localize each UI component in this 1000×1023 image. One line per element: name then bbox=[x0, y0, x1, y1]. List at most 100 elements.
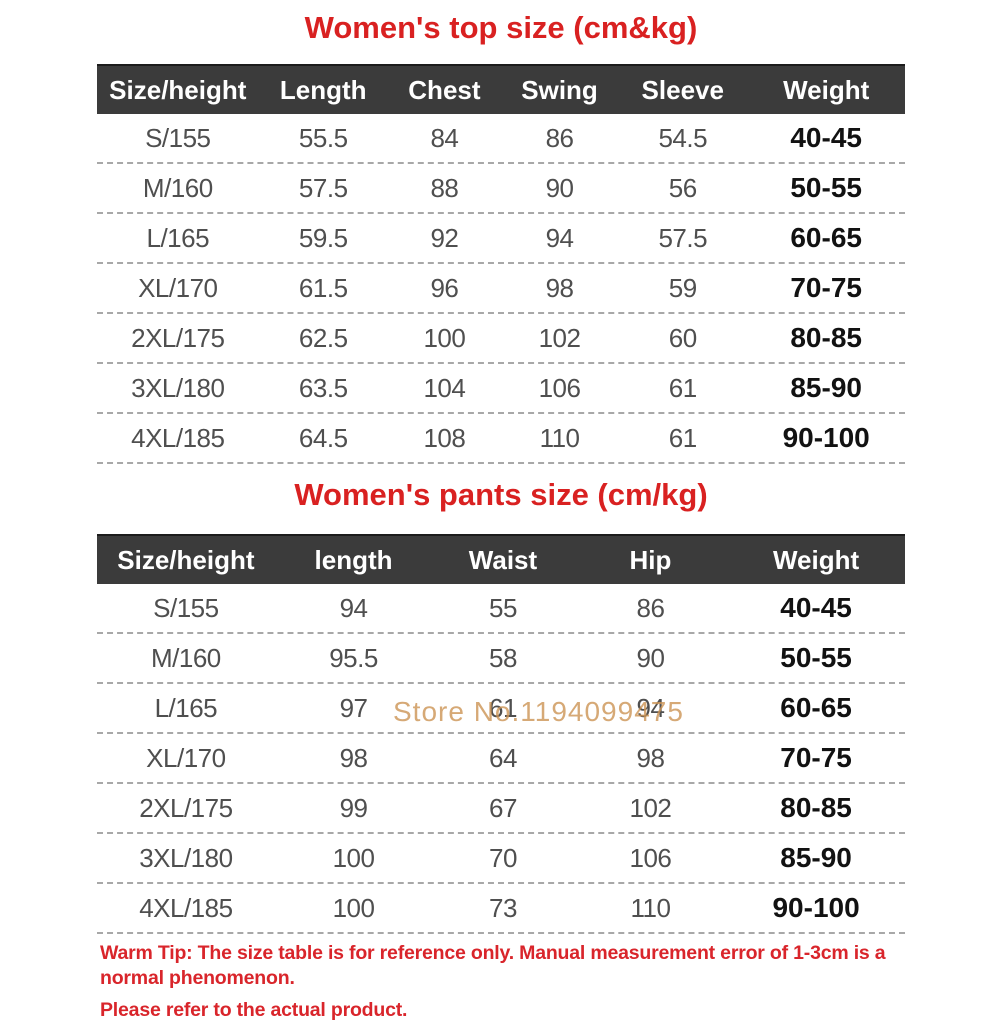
table-cell: 63.5 bbox=[298, 372, 348, 403]
table-cell: 85-90 bbox=[790, 372, 862, 403]
column-header: Weight bbox=[783, 74, 870, 105]
table-cell: 3XL/180 bbox=[131, 372, 225, 403]
table-cell: M/160 bbox=[142, 172, 213, 203]
table-cell: 100 bbox=[423, 322, 466, 353]
table-cell: 2XL/175 bbox=[139, 792, 233, 823]
table-cell: 96 bbox=[430, 272, 459, 303]
table-cell: S/155 bbox=[153, 592, 219, 623]
table-cell: 57.5 bbox=[298, 172, 348, 203]
table-row: 3XL/180 100 70 106 85-90 bbox=[97, 834, 905, 884]
column-header: Sleeve bbox=[641, 74, 724, 105]
table-row: XL/170 98 64 98 70-75 bbox=[97, 734, 905, 784]
table-cell: L/165 bbox=[154, 692, 218, 723]
column-header: Swing bbox=[521, 74, 598, 105]
table-row: S/155 55.5 84 86 54.5 40-45 bbox=[97, 114, 905, 164]
table-cell: 73 bbox=[489, 892, 517, 923]
warning-line-1: Warm Tip: The size table is for referenc… bbox=[100, 942, 886, 989]
table-cell: XL/170 bbox=[138, 272, 218, 303]
table-header-row: Size/height length Waist Hip Weight bbox=[97, 534, 905, 584]
table-cell: 50-55 bbox=[790, 172, 862, 203]
table-cell: 67 bbox=[489, 792, 517, 823]
table-row: L/165 97 61 94 60-65 bbox=[97, 684, 905, 734]
table-cell: 110 bbox=[630, 892, 671, 923]
size-chart-sheet: Women's top size (cm&kg) Size/height Leng… bbox=[97, 10, 905, 1023]
table-row: XL/170 61.5 96 98 59 70-75 bbox=[97, 264, 905, 314]
table-cell: 70-75 bbox=[790, 272, 862, 303]
table-cell: 90-100 bbox=[772, 892, 860, 923]
table-cell: 86 bbox=[545, 122, 574, 153]
table-row: 4XL/185 64.5 108 110 61 90-100 bbox=[97, 414, 905, 464]
table-row: 3XL/180 63.5 104 106 61 85-90 bbox=[97, 364, 905, 414]
table-cell: 50-55 bbox=[780, 642, 852, 673]
column-header: length bbox=[314, 544, 393, 575]
table-cell: 61 bbox=[668, 372, 697, 403]
table-cell: 100 bbox=[332, 892, 375, 923]
table-cell: M/160 bbox=[150, 642, 221, 673]
table-cell: 99 bbox=[339, 792, 368, 823]
table-cell: 59.5 bbox=[298, 222, 348, 253]
table-cell: 64.5 bbox=[298, 422, 348, 453]
table-cell: 64 bbox=[489, 742, 517, 773]
top-size-table-title: Women's top size (cm&kg) bbox=[304, 10, 698, 45]
column-header: Size/height bbox=[109, 74, 247, 105]
table-cell: 104 bbox=[423, 372, 466, 403]
table-cell: 102 bbox=[538, 322, 581, 353]
table-cell: S/155 bbox=[145, 122, 211, 153]
table-cell: 102 bbox=[629, 792, 672, 823]
table-header-row: Size/height Length Chest Swing Sleeve Weight bbox=[97, 64, 905, 114]
table-row: L/165 59.5 92 94 57.5 60-65 bbox=[97, 214, 905, 264]
table-cell: 60-65 bbox=[790, 222, 862, 253]
column-header: Weight bbox=[772, 544, 860, 575]
table-cell: 85-90 bbox=[780, 842, 852, 873]
table-cell: 97 bbox=[339, 692, 368, 723]
table-cell: 2XL/175 bbox=[131, 322, 225, 353]
table-cell: 57.5 bbox=[658, 222, 708, 253]
table-cell: 80-85 bbox=[790, 322, 862, 353]
table-row: M/160 95.5 58 90 50-55 bbox=[97, 634, 905, 684]
column-header: Length bbox=[279, 74, 367, 105]
table-cell: 70-75 bbox=[780, 742, 852, 773]
table-cell: 40-45 bbox=[780, 592, 852, 623]
table-cell: 3XL/180 bbox=[139, 842, 233, 873]
pants-size-table-title: Women's pants size (cm/kg) bbox=[294, 477, 708, 512]
table-cell: 61 bbox=[489, 692, 517, 723]
table-cell: 40-45 bbox=[790, 122, 862, 153]
table-cell: 84 bbox=[430, 122, 459, 153]
table-cell: 95.5 bbox=[329, 642, 378, 673]
table-cell: 60 bbox=[668, 322, 697, 353]
table-cell: 4XL/185 bbox=[139, 892, 233, 923]
table-cell: L/165 bbox=[146, 222, 210, 253]
table-cell: 94 bbox=[636, 692, 665, 723]
table-cell: 54.5 bbox=[658, 122, 708, 153]
table-cell: 70 bbox=[489, 842, 517, 873]
table-cell: 110 bbox=[539, 422, 580, 453]
table-row: S/155 94 55 86 40-45 bbox=[97, 584, 905, 634]
table-cell: 88 bbox=[430, 172, 459, 203]
table-cell: 60-65 bbox=[780, 692, 852, 723]
table-cell: 86 bbox=[636, 592, 665, 623]
column-header: Hip bbox=[629, 544, 672, 575]
table-cell: 58 bbox=[489, 642, 517, 673]
table-cell: 108 bbox=[423, 422, 466, 453]
table-cell: 106 bbox=[629, 842, 672, 873]
table-cell: 98 bbox=[339, 742, 368, 773]
table-cell: 59 bbox=[668, 272, 697, 303]
column-header: Chest bbox=[408, 74, 481, 105]
table-cell: 90 bbox=[636, 642, 665, 673]
table-row: 2XL/175 62.5 100 102 60 80-85 bbox=[97, 314, 905, 364]
table-cell: 55.5 bbox=[298, 122, 348, 153]
table-cell: 94 bbox=[339, 592, 368, 623]
table-cell: 98 bbox=[545, 272, 574, 303]
table-cell: XL/170 bbox=[146, 742, 226, 773]
column-header: Waist bbox=[468, 544, 538, 575]
table-cell: 80-85 bbox=[780, 792, 852, 823]
pants-size-table: Size/height length Waist Hip Weight S/155 94 55… bbox=[97, 534, 905, 934]
column-header: Size/height bbox=[117, 544, 255, 575]
table-cell: 92 bbox=[430, 222, 459, 253]
table-cell: 61.5 bbox=[298, 272, 348, 303]
table-cell: 90-100 bbox=[782, 422, 870, 453]
table-cell: 62.5 bbox=[298, 322, 348, 353]
table-cell: 90 bbox=[545, 172, 574, 203]
table-cell: 4XL/185 bbox=[131, 422, 225, 453]
table-cell: 55 bbox=[489, 592, 517, 623]
